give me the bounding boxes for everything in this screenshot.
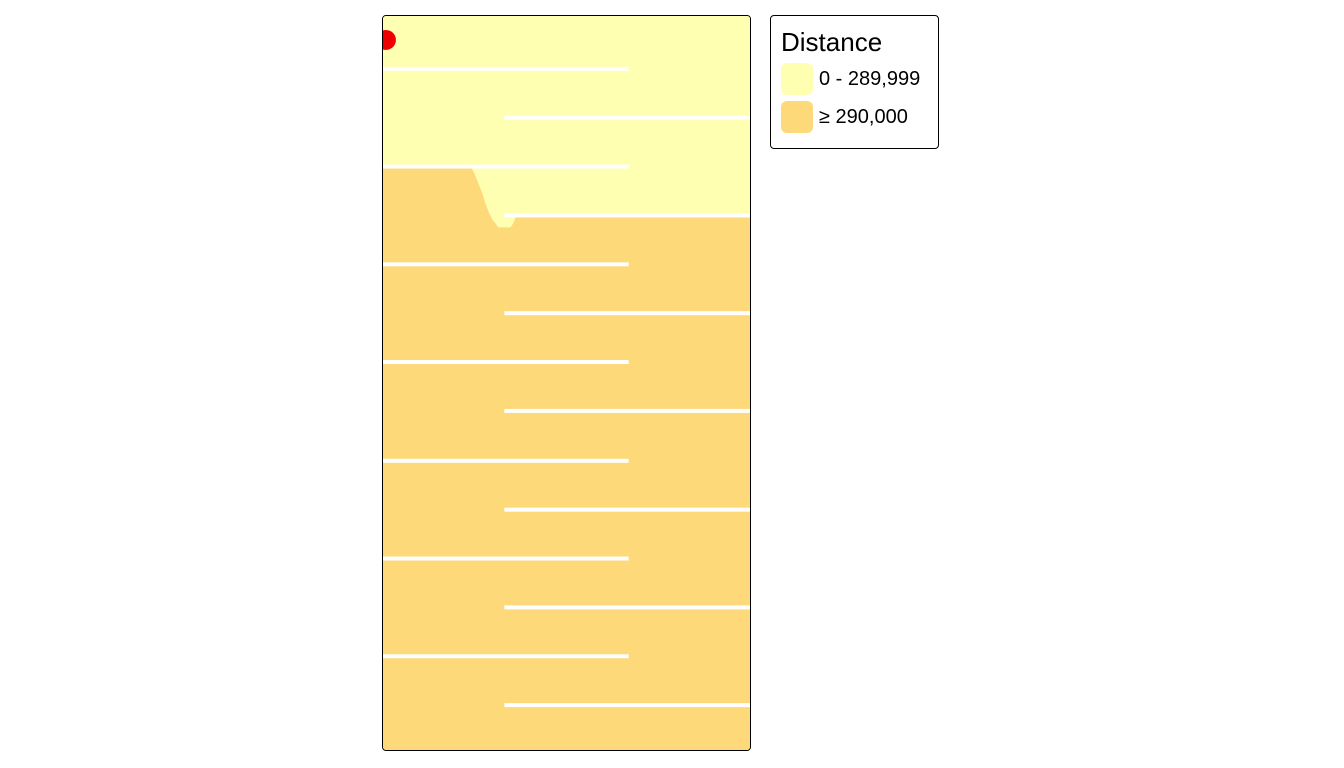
barrier-line [383, 262, 629, 267]
barrier-line [383, 164, 629, 169]
legend-item-near: 0 - 289,999 [781, 60, 928, 98]
barrier-line [504, 703, 750, 708]
barrier-line [504, 213, 750, 218]
legend-swatch-near [781, 63, 813, 95]
barrier-line [383, 360, 629, 365]
legend-title: Distance [781, 27, 883, 57]
legend-label-near: 0 - 289,999 [819, 67, 921, 90]
origin-point [383, 29, 396, 50]
barrier-line [504, 605, 750, 610]
map-legend: Distance 0 - 289,999 ≥ 290,000 [770, 15, 939, 149]
legend-item-far: ≥ 290,000 [781, 98, 928, 136]
legend-label-far: ≥ 290,000 [819, 105, 908, 128]
barrier-line [383, 556, 629, 561]
barrier-line [383, 654, 629, 659]
map-panel [382, 15, 751, 751]
barrier-line [504, 311, 750, 316]
barrier-line [504, 408, 750, 413]
barrier-line [383, 458, 629, 463]
raster-map [383, 16, 750, 750]
barrier-line [383, 66, 629, 71]
barrier-line [504, 507, 750, 512]
barrier-line [504, 115, 750, 120]
legend-swatch-far [781, 101, 813, 133]
